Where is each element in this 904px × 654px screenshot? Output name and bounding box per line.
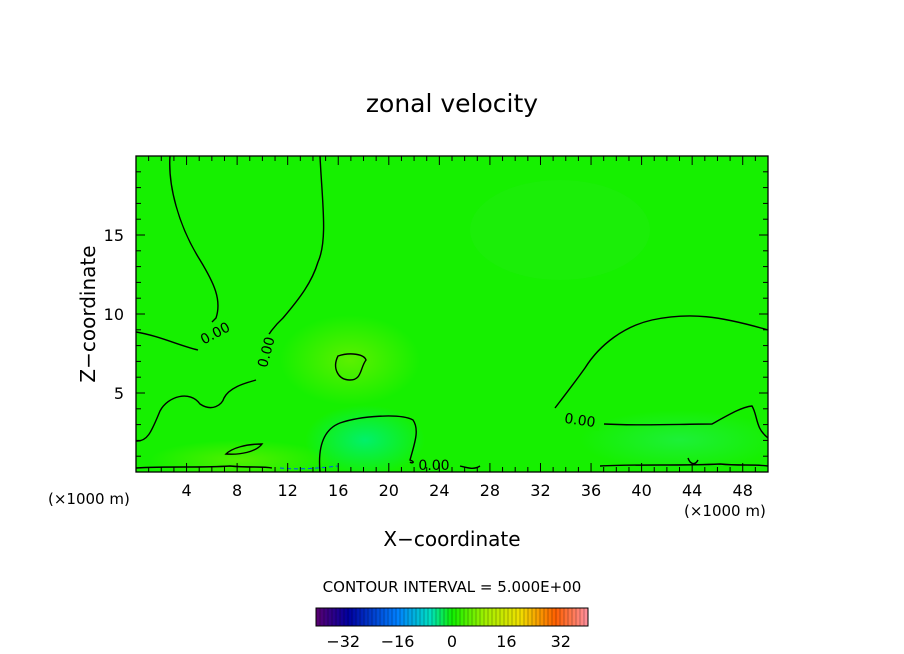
field-shade-lower-jet: [305, 405, 425, 472]
x-unit-label-left: (×1000 m): [48, 490, 130, 508]
y-tick-label: 15: [104, 226, 124, 245]
contour-line: [459, 465, 481, 469]
colorbar-frame: [315, 607, 589, 627]
contour-line: [603, 405, 768, 439]
x-tick-label: 40: [631, 481, 651, 500]
x-tick-label: 32: [530, 481, 550, 500]
contour-line: [554, 315, 768, 409]
y-tick-label: 10: [104, 305, 124, 324]
contour-label-bg: [194, 317, 236, 349]
y-axis-label: Z−coordinate: [76, 245, 100, 382]
x-tick-label: 20: [379, 481, 399, 500]
field-shade-upper-right: [470, 180, 650, 280]
colorbar-ticks: −32 −16 0 16 32: [326, 632, 571, 651]
y-axis-ticks: 5 10 15: [104, 171, 768, 457]
colorbar-tick-label: 0: [447, 632, 457, 651]
contour-label-bg: [414, 458, 454, 472]
chart-title: zonal velocity: [366, 89, 538, 118]
contour-interval-text: CONTOUR INTERVAL = 5.000E+00: [323, 578, 582, 596]
contour-line: [334, 353, 367, 381]
contour-label-bg: [559, 409, 601, 431]
colorbar-tick-label: 16: [496, 632, 516, 651]
field-shade-lower-left: [150, 440, 330, 472]
x-unit-label-right: (×1000 m): [684, 502, 766, 520]
x-tick-label: 16: [328, 481, 348, 500]
contour-line: [169, 156, 219, 323]
x-tick-label: 4: [181, 481, 191, 500]
colorbar-tick-label: −32: [326, 632, 360, 651]
x-tick-label: 28: [480, 481, 500, 500]
contour-line: [599, 463, 768, 467]
colorbar-stripes: [319, 608, 585, 626]
x-axis-label: X−coordinate: [383, 527, 520, 551]
contour-line: [136, 465, 273, 469]
colorbar-tick-label: −16: [381, 632, 415, 651]
contour-label: 0.00: [418, 458, 449, 474]
contour-line: [224, 443, 264, 455]
colorbar-fill: [316, 608, 588, 626]
contour-label: 0.00: [255, 335, 279, 369]
x-tick-label: 12: [278, 481, 298, 500]
contour-line: [136, 379, 257, 442]
x-tick-label: 44: [682, 481, 702, 500]
plot-area: 0.00 0.00 0.00 0.00: [135, 155, 769, 474]
field-shade-center: [280, 315, 420, 405]
contour-label-bg: [253, 332, 279, 372]
x-tick-label: 24: [429, 481, 449, 500]
x-tick-label: 48: [733, 481, 753, 500]
contour-line: [261, 156, 325, 347]
x-tick-label: 8: [232, 481, 242, 500]
contour-line-negative: [279, 465, 339, 470]
field-shade-lower-right: [580, 410, 768, 470]
y-tick-label: 5: [114, 384, 124, 403]
contour-line: [318, 415, 417, 472]
colorbar-tick-label: 32: [551, 632, 571, 651]
contour-label: 0.00: [563, 411, 596, 431]
x-axis-ticks: 4 8 12 16 20 24 28 32 36 40 44 48: [148, 156, 756, 500]
x-tick-label: 36: [581, 481, 601, 500]
contour-line: [136, 331, 199, 351]
